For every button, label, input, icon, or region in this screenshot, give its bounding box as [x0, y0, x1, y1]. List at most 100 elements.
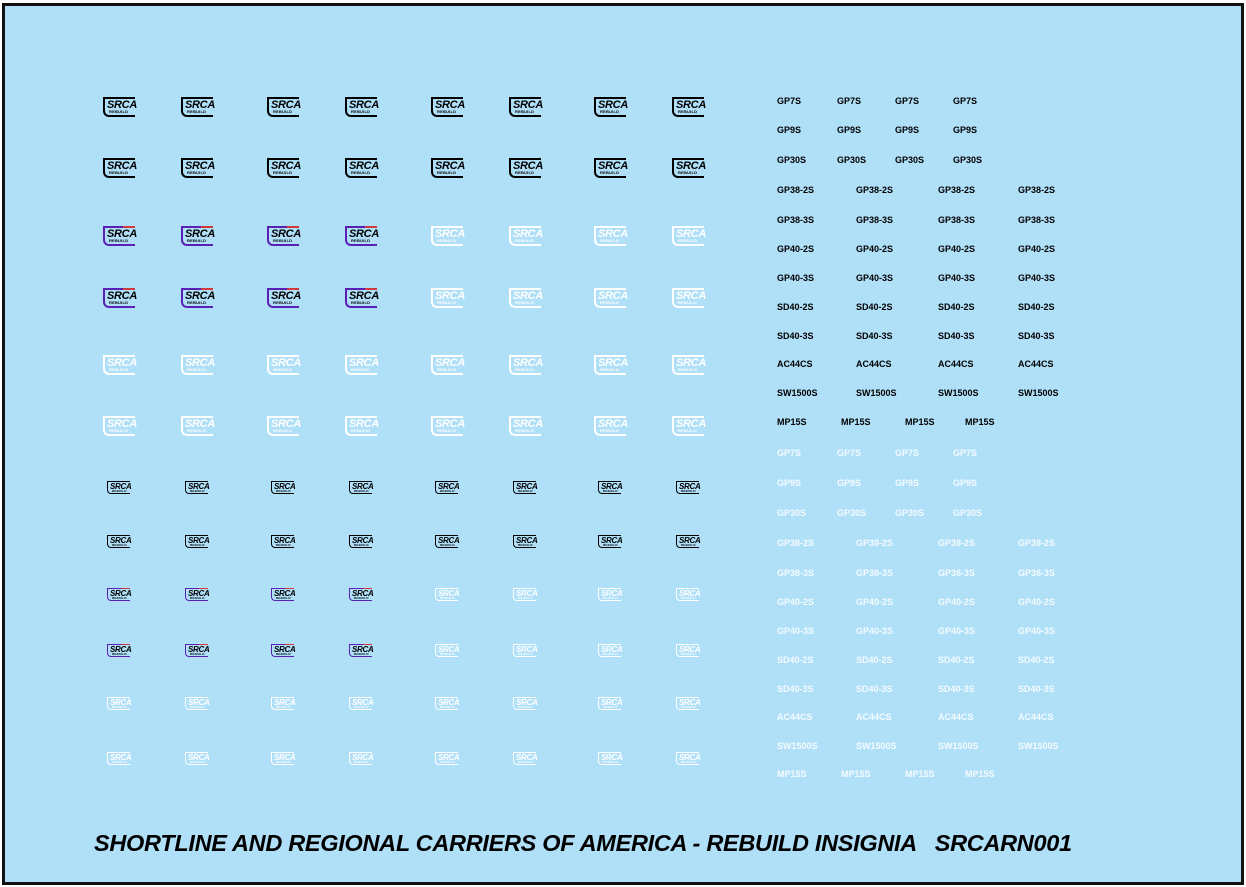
srca-rebuild-logo: SRCA REBUILD — [435, 644, 460, 657]
logo-subtext: REBUILD — [600, 367, 620, 372]
model-label: MP15S — [905, 417, 935, 427]
logo-wordmark: SRCA — [676, 357, 706, 369]
model-label: MP15S — [905, 769, 935, 779]
srca-rebuild-logo: SRCA REBUILD — [181, 355, 215, 375]
logo-stripe — [596, 158, 626, 160]
logo-stripe — [677, 535, 699, 536]
model-label: GP9S — [895, 125, 920, 135]
logo-wordmark: SRCA — [185, 290, 215, 302]
model-label: GP40-2S — [938, 244, 976, 254]
model-label: AC44CS — [777, 359, 813, 369]
srca-rebuild-logo: SRCA REBUILD — [267, 158, 301, 178]
logo-stripe — [674, 288, 704, 290]
logo-subtext: REBUILD — [437, 367, 457, 372]
model-label: GP38-3S — [856, 568, 894, 578]
logo-stripe — [511, 226, 541, 228]
srca-rebuild-logo: SRCA REBUILD — [509, 416, 543, 436]
logo-wordmark: SRCA — [513, 418, 543, 430]
logo-wordmark: SRCA — [438, 645, 460, 654]
logo-wordmark: SRCA — [598, 357, 628, 369]
model-label: GP38-3S — [1018, 215, 1056, 225]
logo-subtext: REBUILD — [351, 428, 371, 433]
model-label: GP38-2S — [938, 538, 976, 548]
model-label: GP38-2S — [777, 538, 815, 548]
logo-subtext: REBUILD — [351, 170, 371, 175]
model-label: GP40-2S — [1018, 244, 1056, 254]
logo-wordmark: SRCA — [438, 589, 460, 598]
logo-wordmark: SRCA — [271, 290, 301, 302]
logo-wordmark: SRCA — [601, 536, 623, 545]
logo-wordmark: SRCA — [352, 645, 374, 654]
logo-wordmark: SRCA — [188, 589, 210, 598]
srca-rebuild-logo: SRCA REBUILD — [672, 288, 706, 308]
logo-wordmark: SRCA — [598, 418, 628, 430]
logo-stripe — [108, 588, 130, 589]
model-label: GP7S — [777, 448, 802, 458]
logo-subtext: REBUILD — [109, 428, 129, 433]
logo-subtext: REBUILD — [600, 428, 620, 433]
srca-rebuild-logo: SRCA REBUILD — [185, 752, 210, 765]
logo-wordmark: SRCA — [110, 753, 132, 762]
model-label: GP40-2S — [777, 244, 815, 254]
srca-rebuild-logo: SRCA REBUILD — [435, 697, 460, 710]
logo-subtext: REBUILD — [518, 652, 533, 656]
logo-subtext: REBUILD — [515, 300, 535, 305]
logo-stripe — [433, 158, 463, 160]
srca-rebuild-logo: SRCA REBUILD — [345, 355, 379, 375]
srca-rebuild-logo: SRCA REBUILD — [598, 697, 623, 710]
logo-stripe — [350, 481, 372, 482]
model-label: SD40-3S — [938, 684, 975, 694]
logo-stripe — [599, 644, 621, 645]
logo-subtext: REBUILD — [681, 489, 696, 493]
logo-subtext: REBUILD — [187, 109, 207, 114]
logo-wordmark: SRCA — [352, 698, 374, 707]
logo-subtext: REBUILD — [600, 300, 620, 305]
logo-subtext: REBUILD — [351, 109, 371, 114]
model-label: GP30S — [953, 508, 983, 518]
logo-subtext: REBUILD — [437, 300, 457, 305]
logo-stripe — [599, 535, 621, 536]
logo-stripe — [186, 481, 208, 482]
logo-wordmark: SRCA — [516, 589, 538, 598]
logo-subtext: REBUILD — [440, 543, 455, 547]
model-label: SD40-3S — [856, 684, 893, 694]
logo-stripe — [108, 535, 130, 536]
srca-rebuild-logo: SRCA REBUILD — [431, 158, 465, 178]
model-label: SD40-3S — [938, 331, 975, 341]
logo-subtext: REBUILD — [112, 489, 127, 493]
logo-subtext: REBUILD — [112, 705, 127, 709]
logo-wordmark: SRCA — [516, 698, 538, 707]
logo-subtext: REBUILD — [273, 367, 293, 372]
logo-wordmark: SRCA — [110, 589, 132, 598]
logo-stripe — [599, 588, 621, 589]
model-label: AC44CS — [938, 359, 974, 369]
logo-wordmark: SRCA — [274, 536, 296, 545]
logo-wordmark: SRCA — [679, 698, 701, 707]
model-label: SW1500S — [777, 741, 818, 751]
logo-stripe — [347, 288, 377, 290]
logo-stripe — [511, 97, 541, 99]
logo-subtext: REBUILD — [515, 238, 535, 243]
model-label: SD40-2S — [938, 655, 975, 665]
model-label: AC44CS — [777, 712, 813, 722]
srca-rebuild-logo: SRCA REBUILD — [435, 752, 460, 765]
srca-rebuild-logo: SRCA REBUILD — [676, 481, 701, 494]
model-label: GP38-2S — [856, 185, 894, 195]
srca-rebuild-logo: SRCA REBUILD — [349, 481, 374, 494]
model-label: GP40-2S — [777, 597, 815, 607]
model-label: SD40-2S — [1018, 302, 1055, 312]
logo-wordmark: SRCA — [679, 589, 701, 598]
srca-rebuild-logo: SRCA REBUILD — [513, 481, 538, 494]
srca-rebuild-logo: SRCA REBUILD — [509, 158, 543, 178]
logo-stripe — [436, 588, 458, 589]
srca-rebuild-logo: SRCA REBUILD — [435, 481, 460, 494]
srca-rebuild-logo: SRCA REBUILD — [107, 535, 132, 548]
logo-wordmark: SRCA — [513, 160, 543, 172]
logo-subtext: REBUILD — [109, 300, 129, 305]
logo-subtext: REBUILD — [109, 367, 129, 372]
model-label: GP40-3S — [938, 626, 976, 636]
logo-subtext: REBUILD — [354, 489, 369, 493]
model-label: SD40-3S — [856, 331, 893, 341]
srca-rebuild-logo: SRCA REBUILD — [431, 355, 465, 375]
srca-rebuild-logo: SRCA REBUILD — [435, 588, 460, 601]
